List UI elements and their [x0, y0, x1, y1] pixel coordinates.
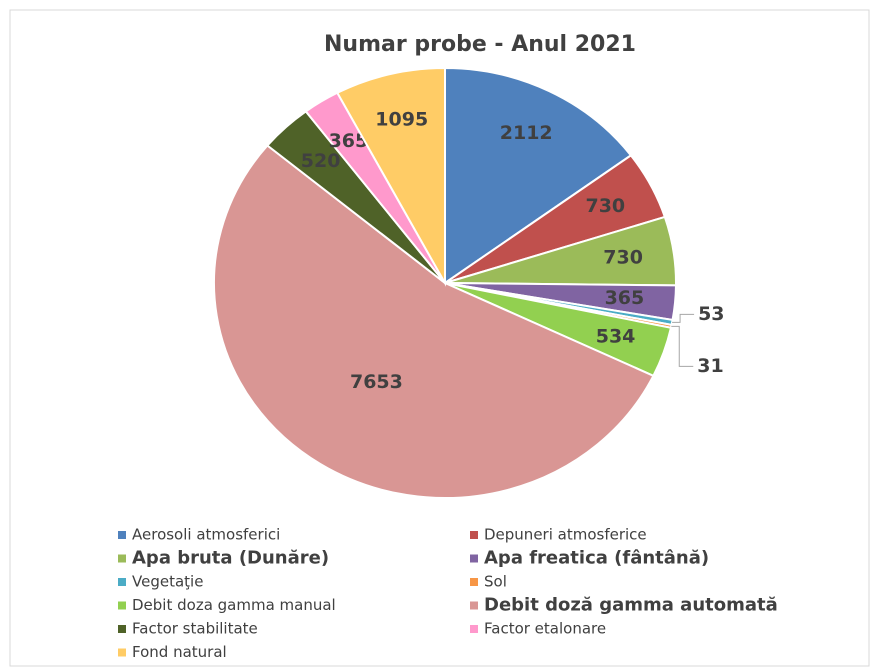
pie-slice: [213, 144, 655, 499]
data-label: 1095: [375, 109, 428, 131]
legend-swatch: [118, 648, 126, 657]
legend-swatch: [470, 601, 478, 610]
data-label: 730: [603, 246, 643, 268]
data-label: 730: [585, 195, 625, 217]
legend-swatch: [118, 578, 126, 586]
legend-swatch: [118, 625, 126, 633]
legend-swatch: [470, 578, 478, 586]
pie-slice: [335, 66, 446, 287]
legend-label: Aerosoli atmosferici: [132, 526, 280, 544]
data-label: 520: [301, 150, 341, 172]
data-label: 2112: [500, 122, 553, 144]
legend-swatch: [470, 554, 478, 563]
data-label: 31: [697, 355, 723, 377]
legend-swatch: [470, 625, 478, 633]
leader-line: [671, 325, 694, 367]
legend-label: Debit doză gamma automată: [484, 595, 778, 616]
data-label: 53: [698, 303, 724, 325]
data-label: 7653: [350, 371, 403, 393]
legend-label: Apa freatica (fântână): [484, 548, 709, 569]
legend-swatch: [470, 531, 478, 539]
legend-swatch: [118, 531, 126, 539]
legend-swatch: [118, 554, 126, 563]
data-label: 365: [329, 130, 369, 152]
legend-label: Factor etalonare: [484, 620, 606, 638]
data-label: 534: [596, 326, 636, 348]
pie-slice: [444, 66, 633, 285]
legend-label: Debit doza gamma manual: [132, 596, 336, 614]
legend-label: Factor stabilitate: [132, 620, 258, 638]
data-label: 365: [605, 287, 645, 309]
chart-title: Numar probe - Anul 2021: [324, 32, 636, 57]
legend-label: Apa bruta (Dunăre): [132, 548, 329, 569]
legend-label: Fond natural: [132, 643, 227, 661]
legend-label: Depuneri atmosferice: [484, 526, 647, 544]
leader-line: [672, 313, 695, 323]
legend-swatch: [118, 601, 126, 610]
legend-label: Sol: [484, 573, 507, 591]
legend-label: Vegetaţie: [132, 573, 203, 591]
